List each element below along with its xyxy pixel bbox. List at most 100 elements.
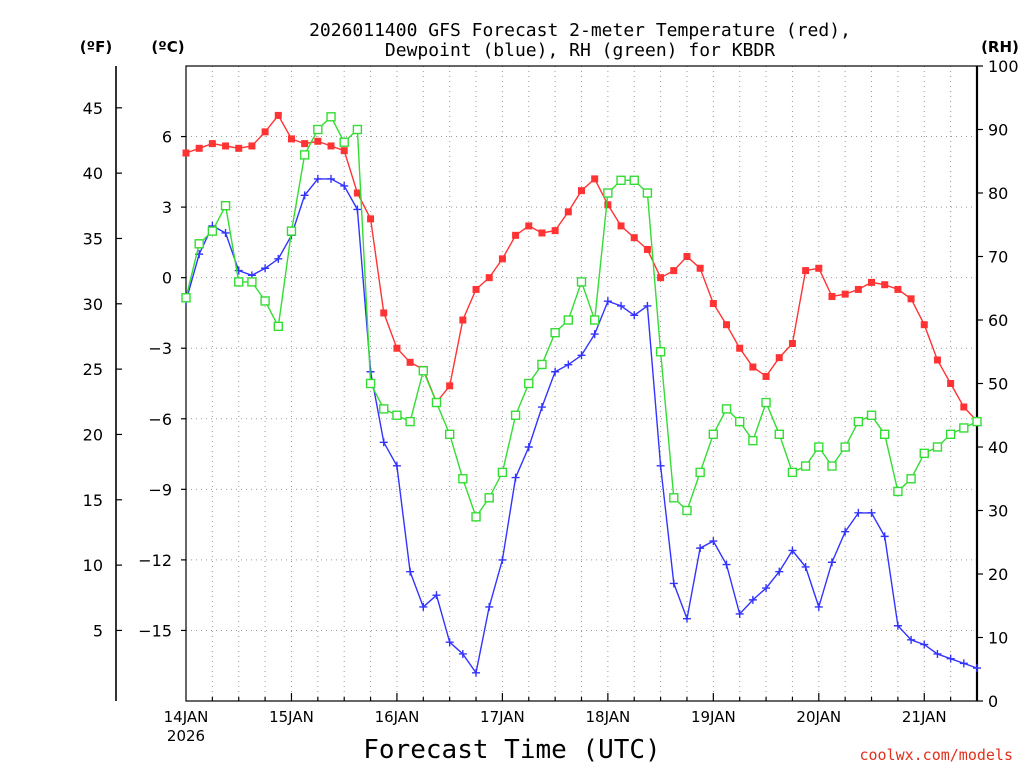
relative-humidity-point bbox=[736, 418, 744, 426]
celsius-tick-label: −15 bbox=[138, 621, 172, 640]
relative-humidity-point bbox=[485, 494, 493, 502]
temperature-point bbox=[789, 340, 796, 347]
x-tick-year-label: 2026 bbox=[167, 727, 205, 745]
relative-humidity-point bbox=[274, 322, 282, 330]
temperature-point bbox=[407, 359, 414, 366]
fahrenheit-unit-label: (ºF) bbox=[80, 38, 112, 56]
relative-humidity-point bbox=[973, 418, 981, 426]
relative-humidity-point bbox=[525, 380, 533, 388]
tick-labels: 630−3−6−9−12−154540353025201510510090807… bbox=[83, 57, 1019, 745]
temperature-point bbox=[459, 317, 466, 324]
temperature-point bbox=[288, 135, 295, 142]
x-tick-label: 15JAN bbox=[269, 708, 314, 726]
relative-humidity-point bbox=[327, 113, 335, 121]
celsius-tick-label: −9 bbox=[148, 480, 172, 499]
temperature-point bbox=[736, 345, 743, 352]
relative-humidity-point bbox=[617, 176, 625, 184]
dewpoint-point bbox=[723, 561, 731, 569]
relative-humidity-point bbox=[406, 418, 414, 426]
rh-tick-label: 0 bbox=[988, 692, 998, 711]
temperature-point bbox=[657, 274, 664, 281]
relative-humidity-point bbox=[340, 138, 348, 146]
relative-humidity-point bbox=[749, 437, 757, 445]
relative-humidity-point bbox=[393, 411, 401, 419]
temperature-point bbox=[354, 190, 361, 197]
relative-humidity-point bbox=[367, 380, 375, 388]
relative-humidity-point bbox=[933, 443, 941, 451]
x-axis-title: Forecast Time (UTC) bbox=[363, 735, 660, 765]
temperature-point bbox=[328, 142, 335, 149]
dewpoint-point bbox=[222, 229, 230, 237]
rh-unit-label: (RH) bbox=[981, 38, 1019, 56]
temperature-point bbox=[538, 229, 545, 236]
temperature-point bbox=[776, 354, 783, 361]
temperature-point bbox=[828, 293, 835, 300]
fahrenheit-tick-label: 20 bbox=[83, 425, 103, 444]
dewpoint-point bbox=[973, 664, 981, 672]
relative-humidity-point bbox=[459, 475, 467, 483]
relative-humidity-point bbox=[432, 399, 440, 407]
relative-humidity-point bbox=[208, 227, 216, 235]
relative-humidity-point bbox=[709, 430, 717, 438]
temperature-point bbox=[749, 364, 756, 371]
temperature-point bbox=[697, 265, 704, 272]
chart-title-line-1: 2026011400 GFS Forecast 2-meter Temperat… bbox=[309, 20, 851, 41]
dewpoint-point bbox=[380, 438, 388, 446]
temperature-point bbox=[644, 246, 651, 253]
temperature-point bbox=[908, 295, 915, 302]
dewpoint-point bbox=[696, 544, 704, 552]
celsius-tick-label: −6 bbox=[148, 410, 172, 429]
relative-humidity-point bbox=[446, 430, 454, 438]
relative-humidity-point bbox=[723, 405, 731, 413]
relative-humidity-point bbox=[578, 278, 586, 286]
rh-tick-label: 50 bbox=[988, 375, 1008, 394]
temperature-point bbox=[314, 138, 321, 145]
temperature-point bbox=[473, 286, 480, 293]
rh-tick-label: 10 bbox=[988, 629, 1008, 648]
relative-humidity-point bbox=[498, 468, 506, 476]
relative-humidity-point bbox=[960, 424, 968, 432]
rh-tick-label: 100 bbox=[988, 57, 1019, 76]
relative-humidity-point bbox=[643, 189, 651, 197]
axes bbox=[116, 66, 983, 701]
relative-humidity-point bbox=[182, 294, 190, 302]
rh-tick-label: 70 bbox=[988, 248, 1008, 267]
dewpoint-point bbox=[327, 175, 335, 183]
temperature-point bbox=[222, 142, 229, 149]
temperature-point bbox=[763, 373, 770, 380]
temperature-point bbox=[934, 356, 941, 363]
chart-title-line-2: Dewpoint (blue), RH (green) for KBDR bbox=[385, 40, 775, 61]
temperature-point bbox=[670, 267, 677, 274]
temperature-point bbox=[486, 274, 493, 281]
temperature-point bbox=[235, 145, 242, 152]
temperature-point bbox=[367, 215, 374, 222]
relative-humidity-point bbox=[868, 411, 876, 419]
relative-humidity-point bbox=[802, 462, 810, 470]
dewpoint-point bbox=[512, 474, 520, 482]
relative-humidity-point bbox=[301, 151, 309, 159]
celsius-tick-label: −3 bbox=[148, 339, 172, 358]
dewpoint-point bbox=[670, 579, 678, 587]
relative-humidity-point bbox=[907, 475, 915, 483]
temperature-point bbox=[301, 140, 308, 147]
temperature-point bbox=[262, 128, 269, 135]
temperature-point bbox=[552, 227, 559, 234]
dewpoint-point bbox=[683, 615, 691, 623]
relative-humidity-point bbox=[472, 513, 480, 521]
temperature-point bbox=[710, 300, 717, 307]
fahrenheit-tick-label: 30 bbox=[83, 295, 103, 314]
x-tick-label: 21JAN bbox=[902, 708, 947, 726]
temperature-point bbox=[183, 150, 190, 157]
relative-humidity-point bbox=[815, 443, 823, 451]
relative-humidity-point bbox=[551, 329, 559, 337]
dewpoint-point bbox=[657, 462, 665, 470]
x-tick-label: 19JAN bbox=[691, 708, 736, 726]
x-tick-label: 18JAN bbox=[585, 708, 630, 726]
dewpoint-point bbox=[828, 558, 836, 566]
fahrenheit-tick-label: 5 bbox=[93, 621, 103, 640]
site-credit: coolwx.com/models bbox=[859, 746, 1013, 764]
temperature-point bbox=[815, 265, 822, 272]
dewpoint-point bbox=[340, 182, 348, 190]
rh-tick-label: 30 bbox=[988, 502, 1008, 521]
relative-humidity-point bbox=[353, 126, 361, 134]
